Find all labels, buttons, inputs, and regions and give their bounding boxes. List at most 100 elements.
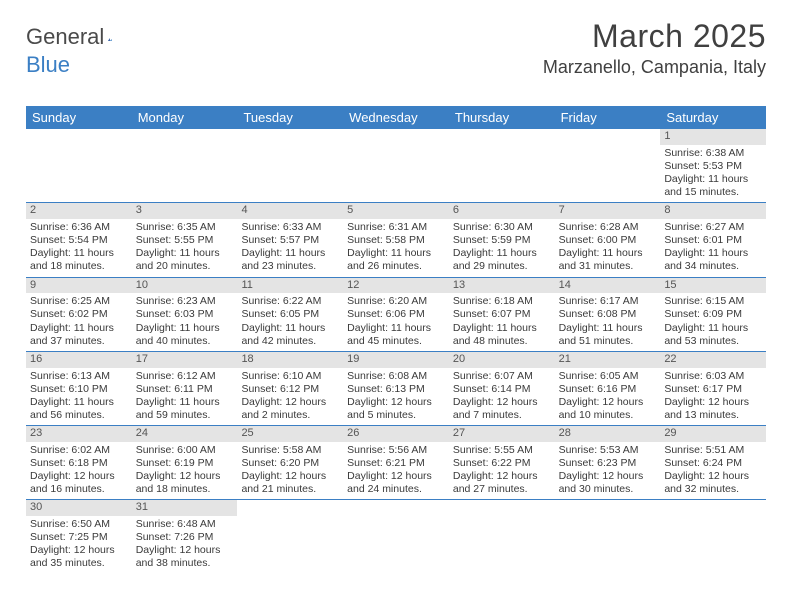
daylight-text: Daylight: 12 hours and 5 minutes. (347, 396, 445, 422)
sunrise-text: Sunrise: 6:36 AM (30, 221, 128, 234)
sunset-text: Sunset: 5:53 PM (664, 160, 762, 173)
day-number: 15 (660, 278, 766, 294)
sunrise-text: Sunrise: 5:51 AM (664, 444, 762, 457)
sunset-text: Sunset: 5:55 PM (136, 234, 234, 247)
calendar-cell: 22Sunrise: 6:03 AMSunset: 6:17 PMDayligh… (660, 352, 766, 425)
daylight-text: Daylight: 12 hours and 27 minutes. (453, 470, 551, 496)
day-number: 27 (449, 426, 555, 442)
calendar-cell: 31Sunrise: 6:48 AMSunset: 7:26 PMDayligh… (132, 500, 238, 573)
day-number: 1 (660, 129, 766, 145)
logo: General (26, 24, 134, 50)
week-row: 1Sunrise: 6:38 AMSunset: 5:53 PMDaylight… (26, 129, 766, 203)
sunrise-text: Sunrise: 6:35 AM (136, 221, 234, 234)
day-number (555, 129, 661, 145)
sunset-text: Sunset: 6:19 PM (136, 457, 234, 470)
calendar-cell (26, 129, 132, 202)
day-number (26, 129, 132, 145)
sunset-text: Sunset: 6:10 PM (30, 383, 128, 396)
day-number: 19 (343, 352, 449, 368)
calendar-cell: 28Sunrise: 5:53 AMSunset: 6:23 PMDayligh… (555, 426, 661, 499)
calendar-cell: 12Sunrise: 6:20 AMSunset: 6:06 PMDayligh… (343, 278, 449, 351)
day-number: 21 (555, 352, 661, 368)
sunset-text: Sunset: 6:13 PM (347, 383, 445, 396)
daylight-text: Daylight: 12 hours and 16 minutes. (30, 470, 128, 496)
title-block: March 2025 Marzanello, Campania, Italy (543, 18, 766, 78)
sunrise-text: Sunrise: 6:30 AM (453, 221, 551, 234)
month-title: March 2025 (543, 18, 766, 55)
calendar-cell: 4Sunrise: 6:33 AMSunset: 5:57 PMDaylight… (237, 203, 343, 276)
sunrise-text: Sunrise: 5:58 AM (241, 444, 339, 457)
sunset-text: Sunset: 6:06 PM (347, 308, 445, 321)
calendar-cell (343, 500, 449, 573)
daylight-text: Daylight: 12 hours and 24 minutes. (347, 470, 445, 496)
calendar-cell (132, 129, 238, 202)
location-subtitle: Marzanello, Campania, Italy (543, 57, 766, 78)
sail-icon (108, 28, 112, 46)
week-row: 23Sunrise: 6:02 AMSunset: 6:18 PMDayligh… (26, 426, 766, 500)
day-number: 22 (660, 352, 766, 368)
calendar-cell (237, 129, 343, 202)
day-number (132, 129, 238, 145)
day-header-row: SundayMondayTuesdayWednesdayThursdayFrid… (26, 106, 766, 129)
daylight-text: Daylight: 12 hours and 13 minutes. (664, 396, 762, 422)
weeks-container: 1Sunrise: 6:38 AMSunset: 5:53 PMDaylight… (26, 129, 766, 574)
sunset-text: Sunset: 6:22 PM (453, 457, 551, 470)
calendar-cell: 29Sunrise: 5:51 AMSunset: 6:24 PMDayligh… (660, 426, 766, 499)
sunset-text: Sunset: 6:20 PM (241, 457, 339, 470)
day-number (237, 500, 343, 516)
calendar-cell: 14Sunrise: 6:17 AMSunset: 6:08 PMDayligh… (555, 278, 661, 351)
daylight-text: Daylight: 12 hours and 21 minutes. (241, 470, 339, 496)
sunset-text: Sunset: 6:21 PM (347, 457, 445, 470)
calendar-cell: 18Sunrise: 6:10 AMSunset: 6:12 PMDayligh… (237, 352, 343, 425)
calendar-cell (237, 500, 343, 573)
day-number: 9 (26, 278, 132, 294)
sunrise-text: Sunrise: 6:07 AM (453, 370, 551, 383)
calendar-cell: 17Sunrise: 6:12 AMSunset: 6:11 PMDayligh… (132, 352, 238, 425)
sunrise-text: Sunrise: 6:12 AM (136, 370, 234, 383)
day-header: Saturday (660, 106, 766, 129)
sunrise-text: Sunrise: 6:10 AM (241, 370, 339, 383)
day-number: 28 (555, 426, 661, 442)
sunrise-text: Sunrise: 6:13 AM (30, 370, 128, 383)
sunrise-text: Sunrise: 6:05 AM (559, 370, 657, 383)
day-number: 31 (132, 500, 238, 516)
calendar-cell: 16Sunrise: 6:13 AMSunset: 6:10 PMDayligh… (26, 352, 132, 425)
day-number: 17 (132, 352, 238, 368)
day-number: 3 (132, 203, 238, 219)
sunset-text: Sunset: 5:59 PM (453, 234, 551, 247)
week-row: 9Sunrise: 6:25 AMSunset: 6:02 PMDaylight… (26, 278, 766, 352)
sunrise-text: Sunrise: 6:18 AM (453, 295, 551, 308)
sunset-text: Sunset: 7:25 PM (30, 531, 128, 544)
daylight-text: Daylight: 11 hours and 45 minutes. (347, 322, 445, 348)
sunrise-text: Sunrise: 6:20 AM (347, 295, 445, 308)
calendar-cell: 25Sunrise: 5:58 AMSunset: 6:20 PMDayligh… (237, 426, 343, 499)
logo-blue-line: Blue (26, 52, 70, 78)
sunset-text: Sunset: 6:01 PM (664, 234, 762, 247)
sunrise-text: Sunrise: 6:48 AM (136, 518, 234, 531)
calendar-cell: 23Sunrise: 6:02 AMSunset: 6:18 PMDayligh… (26, 426, 132, 499)
day-number: 2 (26, 203, 132, 219)
day-number: 26 (343, 426, 449, 442)
day-number (555, 500, 661, 516)
calendar-cell: 24Sunrise: 6:00 AMSunset: 6:19 PMDayligh… (132, 426, 238, 499)
daylight-text: Daylight: 11 hours and 59 minutes. (136, 396, 234, 422)
calendar-cell: 8Sunrise: 6:27 AMSunset: 6:01 PMDaylight… (660, 203, 766, 276)
calendar-cell: 1Sunrise: 6:38 AMSunset: 5:53 PMDaylight… (660, 129, 766, 202)
daylight-text: Daylight: 11 hours and 53 minutes. (664, 322, 762, 348)
daylight-text: Daylight: 11 hours and 15 minutes. (664, 173, 762, 199)
day-number: 20 (449, 352, 555, 368)
sunset-text: Sunset: 6:09 PM (664, 308, 762, 321)
sunrise-text: Sunrise: 6:25 AM (30, 295, 128, 308)
sunrise-text: Sunrise: 6:15 AM (664, 295, 762, 308)
calendar-cell (343, 129, 449, 202)
calendar-cell: 3Sunrise: 6:35 AMSunset: 5:55 PMDaylight… (132, 203, 238, 276)
sunset-text: Sunset: 6:05 PM (241, 308, 339, 321)
day-header: Monday (132, 106, 238, 129)
week-row: 2Sunrise: 6:36 AMSunset: 5:54 PMDaylight… (26, 203, 766, 277)
daylight-text: Daylight: 12 hours and 38 minutes. (136, 544, 234, 570)
day-number (237, 129, 343, 145)
logo-text-general: General (26, 24, 104, 50)
calendar-cell (449, 500, 555, 573)
calendar: SundayMondayTuesdayWednesdayThursdayFrid… (26, 106, 766, 574)
daylight-text: Daylight: 12 hours and 30 minutes. (559, 470, 657, 496)
